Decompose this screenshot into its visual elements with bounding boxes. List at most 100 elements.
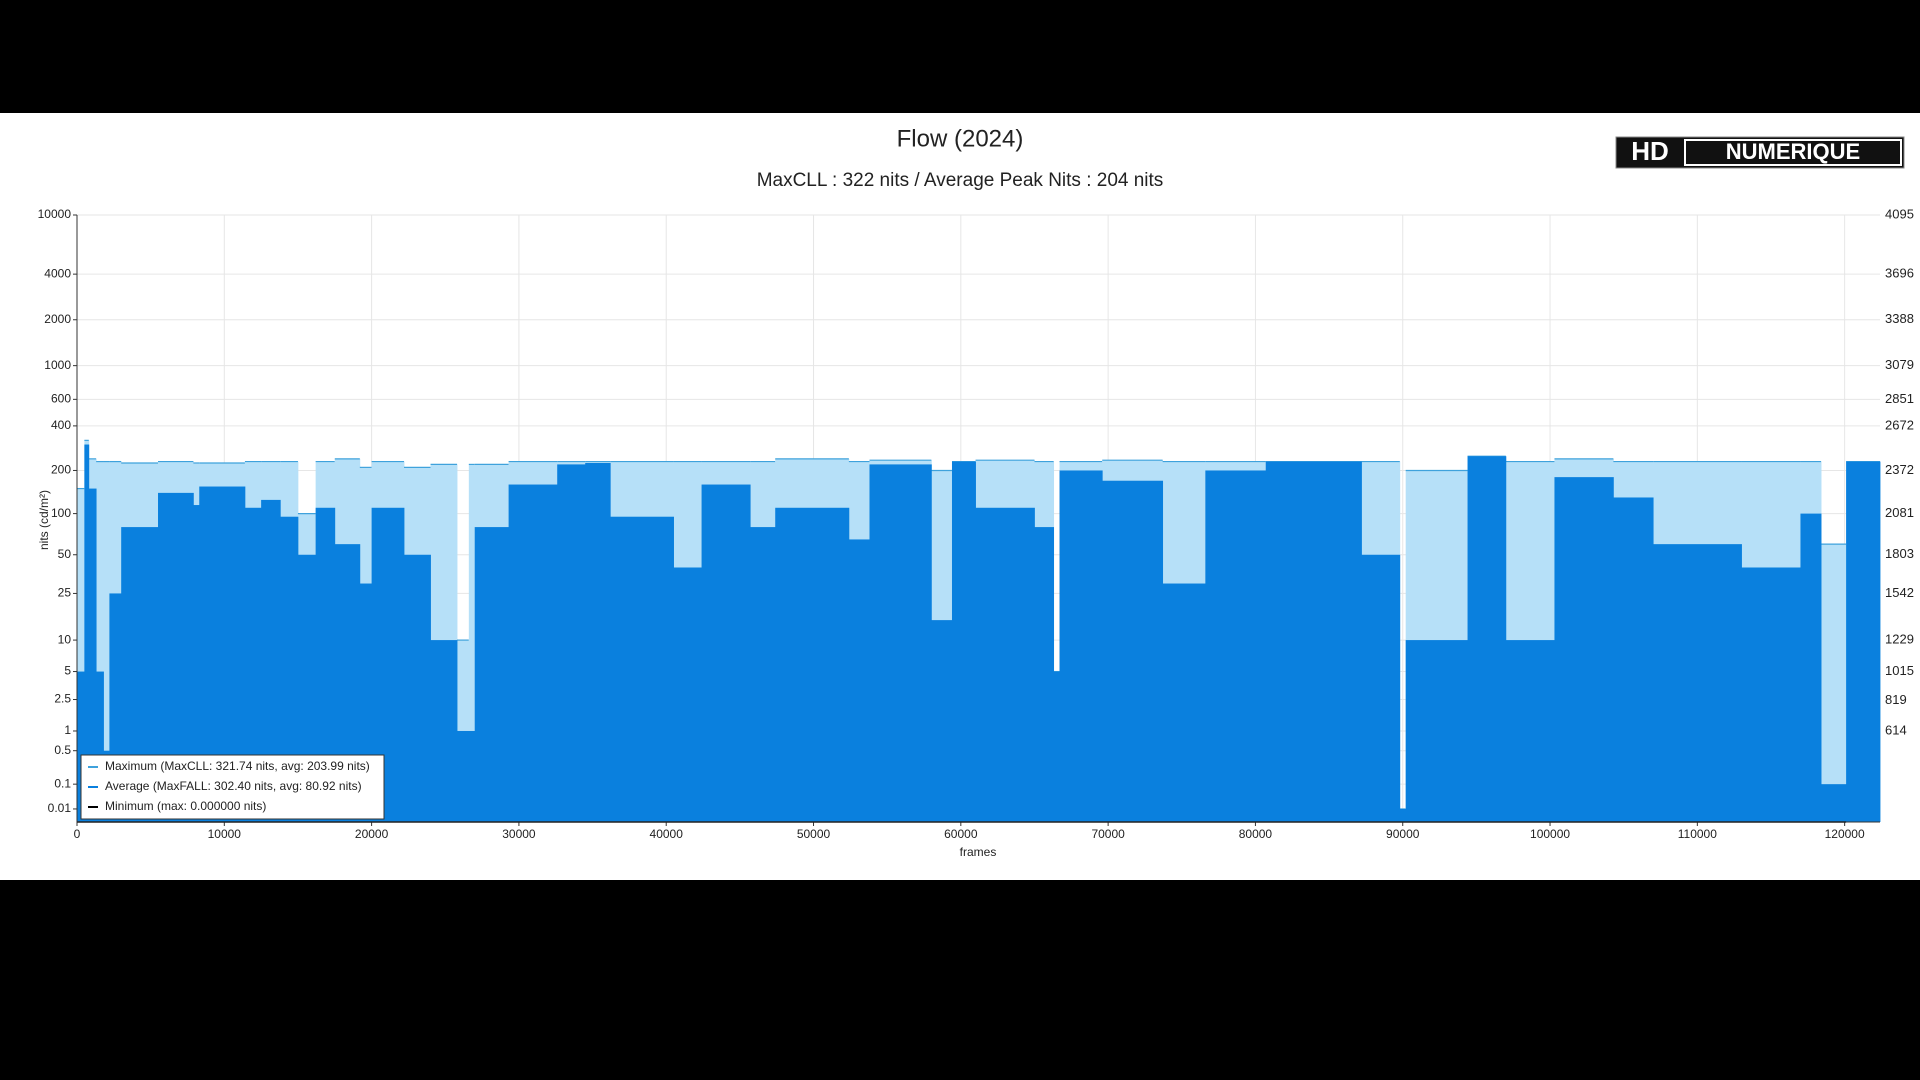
y-tick-label: 5: [64, 664, 71, 678]
average-area: [430, 640, 458, 822]
y-tick-label: 10000: [38, 207, 72, 221]
y-tick-label: 100: [51, 506, 71, 520]
y2-tick-label: 1542: [1885, 585, 1914, 600]
average-area: [1741, 567, 1801, 822]
y2-tick-label: 2851: [1885, 391, 1914, 406]
average-area: [673, 567, 702, 822]
y2-tick-label: 3388: [1885, 311, 1914, 326]
y2-tick-label: 614: [1885, 722, 1907, 737]
y2-tick-label: 4095: [1885, 206, 1914, 221]
y-tick-label: 2000: [44, 312, 71, 326]
y-tick-label: 400: [51, 418, 71, 432]
average-area: [1205, 470, 1267, 822]
average-area: [975, 507, 1035, 822]
y-tick-label: 1000: [44, 358, 71, 372]
chart-subtitle: MaxCLL : 322 nits / Average Peak Nits : …: [757, 170, 1164, 191]
average-area: [1405, 640, 1468, 822]
x-tick-label: 110000: [1678, 827, 1717, 841]
y-tick-label: 4000: [44, 266, 71, 280]
y-tick-label: 50: [58, 547, 72, 561]
average-area: [280, 516, 299, 822]
average-area: [468, 730, 476, 822]
legend-label: Minimum (max: 0.000000 nits): [105, 799, 266, 813]
x-tick-label: 100000: [1530, 827, 1570, 841]
average-area: [931, 620, 953, 822]
x-tick-label: 20000: [355, 827, 389, 841]
average-area: [557, 464, 586, 822]
max-area: [1821, 544, 1847, 822]
y-tick-label: 1: [64, 723, 71, 737]
average-area: [261, 499, 281, 822]
max-area: [96, 461, 104, 822]
average-area: [1653, 544, 1742, 822]
x-tick-label: 80000: [1239, 827, 1273, 841]
y-tick-label: 0.01: [48, 801, 72, 815]
max-area: [468, 464, 476, 822]
average-area: [701, 484, 751, 822]
legend-label: Average (MaxFALL: 302.40 nits, avg: 80.9…: [105, 779, 362, 793]
average-area: [1821, 784, 1847, 822]
average-area: [1059, 470, 1103, 822]
average-area: [610, 516, 674, 822]
average-area: [1613, 497, 1654, 822]
y2-tick-label: 1015: [1885, 663, 1914, 678]
average-area: [457, 730, 470, 822]
y2-tick-label: 2372: [1885, 462, 1914, 477]
x-tick-label: 10000: [208, 827, 242, 841]
average-area: [508, 484, 558, 822]
average-area: [1162, 583, 1206, 822]
y-tick-label: 600: [51, 392, 71, 406]
x-tick-label: 50000: [797, 827, 831, 841]
average-area: [193, 505, 200, 822]
y-tick-label: 10: [58, 632, 72, 646]
average-area: [1846, 461, 1881, 822]
average-area: [1467, 456, 1507, 822]
average-area: [848, 539, 870, 822]
average-area: [1505, 640, 1555, 822]
average-area: [96, 671, 104, 822]
average-area: [1053, 671, 1060, 822]
average-area: [1399, 808, 1407, 822]
y2-tick-label: 1803: [1885, 546, 1914, 561]
max-area: [103, 461, 110, 822]
average-area: [869, 464, 932, 822]
chart-title: Flow (2024): [897, 125, 1024, 152]
average-area: [1265, 461, 1362, 822]
average-area: [404, 554, 431, 822]
y-tick-label: 2.5: [54, 692, 71, 706]
y-tick-label: 0.5: [54, 743, 71, 757]
y2-tick-label: 2672: [1885, 417, 1914, 432]
x-tick-label: 90000: [1386, 827, 1420, 841]
average-area: [474, 527, 510, 822]
x-tick-label: 0: [74, 827, 81, 841]
y-axis-label: nits (cd/m²): [37, 490, 51, 550]
average-area: [88, 488, 97, 822]
legend: Maximum (MaxCLL: 321.74 nits, avg: 203.9…: [80, 754, 385, 820]
average-area: [750, 527, 776, 822]
average-area: [244, 507, 262, 822]
logo-inner: [1686, 141, 1900, 164]
x-tick-label: 60000: [944, 827, 978, 841]
x-tick-label: 120000: [1825, 827, 1865, 841]
average-area: [1034, 527, 1055, 822]
logo: HD NUMERIQUE: [1615, 136, 1905, 169]
y-tick-label: 25: [58, 586, 72, 600]
average-area: [951, 461, 976, 822]
average-area: [1800, 513, 1822, 822]
y2-tick-label: 3696: [1885, 266, 1914, 281]
average-area: [315, 507, 336, 822]
logo-text: NUMERIQUE: [1726, 139, 1860, 164]
y-tick-label: 0.1: [54, 776, 71, 790]
average-area: [77, 671, 85, 822]
average-area: [84, 444, 90, 822]
average-area: [1361, 554, 1401, 822]
y-tick-label: 200: [51, 463, 71, 477]
max-area: [77, 488, 85, 822]
legend-label: Maximum (MaxCLL: 321.74 nits, avg: 203.9…: [105, 759, 370, 773]
average-area: [775, 507, 850, 822]
x-tick-label: 70000: [1091, 827, 1125, 841]
y2-tick-label: 2081: [1885, 505, 1914, 520]
x-tick-label: 30000: [502, 827, 536, 841]
